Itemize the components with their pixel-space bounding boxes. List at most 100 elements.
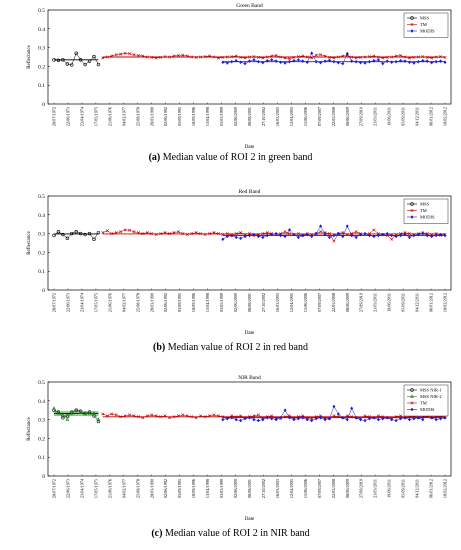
y-tick-label: 0.1: [38, 269, 45, 275]
x-tick-label: 22/06/1973: [65, 293, 70, 312]
data-point: [199, 232, 203, 236]
data-point: [345, 417, 349, 422]
data-point: [296, 416, 300, 421]
y-tick-label: 0.5: [38, 194, 45, 200]
x-tick-label: 15/06/2006: [303, 479, 308, 498]
legend-marker: [410, 202, 414, 206]
x-tick-label: 04/02/1977: [121, 293, 126, 312]
data-point: [403, 231, 407, 235]
data-point: [145, 231, 149, 235]
data-point: [367, 233, 371, 238]
data-point: [207, 54, 212, 58]
data-point: [270, 54, 274, 58]
data-point: [252, 57, 256, 62]
data-point: [416, 55, 420, 59]
data-point: [141, 54, 145, 58]
data-point: [310, 56, 314, 60]
data-point: [221, 237, 225, 242]
data-point: [336, 55, 340, 59]
legend-entry: TM: [420, 208, 427, 213]
x-tick-label: 12/04/2005: [289, 293, 294, 312]
data-point: [296, 55, 300, 59]
x-tick-label: 07/09/2007: [317, 293, 322, 312]
data-point: [56, 230, 61, 234]
data-point: [403, 232, 407, 237]
data-point: [350, 55, 354, 59]
data-point: [430, 56, 434, 60]
caption-text: Median value of ROI 2 in NIR band: [164, 528, 310, 539]
x-tick-label: 15/06/2006: [303, 293, 308, 312]
data-point: [265, 233, 269, 238]
data-point: [234, 417, 238, 422]
x-tick-label: 04/12/2011: [415, 107, 420, 126]
x-tick-label: 27/10/2002: [261, 479, 266, 498]
data-point: [96, 417, 101, 421]
data-point: [425, 232, 429, 236]
data-point: [399, 58, 403, 63]
data-point: [194, 231, 198, 235]
data-point: [296, 235, 300, 240]
data-point: [385, 59, 389, 63]
x-tick-label: 19/06/2011: [387, 107, 392, 126]
y-tick-label: 0: [42, 288, 45, 294]
data-point: [327, 55, 331, 59]
caption-text: Median value of ROI 2 in red band: [167, 342, 308, 353]
x-tick-label: 25/08/1978: [135, 479, 140, 498]
x-tick-label: 05/09/2011: [401, 293, 406, 312]
data-point: [270, 232, 274, 237]
data-point: [216, 414, 220, 418]
data-point: [230, 233, 234, 238]
chart-title: Green Band: [236, 3, 263, 9]
data-point: [243, 61, 247, 66]
data-point: [261, 235, 265, 240]
data-point: [359, 55, 363, 59]
legend-entry: MODIS: [420, 215, 435, 220]
data-point: [172, 415, 176, 419]
data-point: [83, 232, 87, 237]
data-point: [407, 235, 411, 240]
data-point: [190, 55, 194, 59]
data-point: [225, 55, 229, 59]
data-point: [376, 232, 380, 236]
data-point: [221, 417, 225, 422]
x-tick-label: 16/03/2003: [275, 479, 280, 498]
data-point: [332, 233, 336, 238]
chart-panel-green: Green Band 0 0.1 0.2 0.3 0.4 0.5 Reflectance 28/…: [0, 0, 461, 172]
data-point: [150, 232, 154, 236]
data-point: [248, 59, 251, 63]
data-point: [52, 58, 56, 62]
x-tick-label: 21/03/2011: [373, 479, 378, 498]
x-tick-label: 28/07/1972: [52, 479, 57, 498]
data-point: [274, 417, 278, 422]
data-point: [207, 232, 212, 236]
x-tick-label: 06/01/2012: [429, 479, 434, 498]
data-point: [403, 59, 407, 63]
data-point: [239, 231, 243, 235]
data-point: [234, 232, 238, 236]
data-point: [354, 230, 358, 234]
legend-entry: MODIS: [420, 407, 435, 412]
x-tick-label: 23/04/1974: [79, 478, 84, 498]
data-point: [394, 234, 398, 239]
data-point: [159, 55, 163, 59]
data-point: [270, 414, 274, 418]
chart-panel-red: Red Band 0 0.1 0.2 0.3 0.4 0.5 Reflectance 28/07…: [0, 186, 461, 364]
data-point: [439, 416, 443, 421]
data-point: [225, 234, 229, 239]
data-point: [87, 231, 92, 236]
data-point: [225, 416, 229, 421]
x-axis-label: Date: [245, 145, 255, 150]
data-point: [74, 51, 78, 55]
y-tick-label: 0.3: [38, 232, 45, 238]
series-modis: [221, 51, 447, 66]
x-tick-label: 02/06/1992: [163, 107, 168, 126]
x-tick-label: 02/06/1992: [163, 293, 168, 312]
data-point: [181, 232, 185, 236]
x-tick-label: 18/02/2012: [443, 479, 448, 498]
data-point: [136, 231, 140, 235]
data-point: [239, 414, 243, 418]
data-point: [385, 415, 389, 420]
data-point: [225, 232, 229, 236]
x-tick-label: 27/09/2010: [359, 479, 364, 498]
x-tick-label: 06/01/2012: [429, 293, 434, 312]
